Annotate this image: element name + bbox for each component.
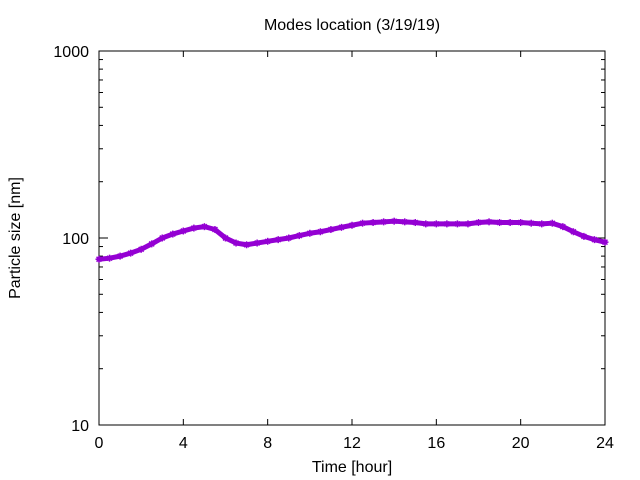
x-tick-label: 8 bbox=[263, 435, 272, 452]
data-point bbox=[137, 245, 145, 253]
data-point bbox=[453, 220, 461, 228]
data-point bbox=[148, 240, 156, 248]
data-point bbox=[369, 219, 377, 227]
data-point bbox=[285, 234, 293, 242]
data-point bbox=[485, 218, 493, 226]
data-point bbox=[169, 230, 177, 238]
data-point bbox=[264, 237, 272, 245]
data-point bbox=[506, 219, 514, 227]
series-layer bbox=[95, 217, 609, 263]
y-tick-label: 100 bbox=[62, 231, 89, 248]
data-point bbox=[348, 221, 356, 229]
data-point bbox=[538, 220, 546, 228]
data-point bbox=[580, 232, 588, 240]
x-axis-label: Time [hour] bbox=[312, 459, 392, 476]
data-point bbox=[274, 236, 282, 244]
data-point bbox=[548, 219, 556, 227]
data-point bbox=[475, 219, 482, 227]
data-point bbox=[337, 223, 345, 231]
data-point bbox=[190, 224, 198, 232]
data-point bbox=[559, 223, 567, 231]
x-ticks: 0 4 8 12 16 20 24 bbox=[95, 51, 614, 452]
chart-title: Modes location (3/19/19) bbox=[264, 17, 440, 34]
data-point bbox=[464, 220, 472, 228]
x-tick-label: 16 bbox=[427, 435, 445, 452]
x-tick-label: 4 bbox=[179, 435, 188, 452]
data-point bbox=[569, 228, 577, 236]
data-point bbox=[601, 238, 609, 246]
data-point bbox=[422, 220, 430, 228]
data-point bbox=[496, 219, 504, 227]
data-point bbox=[359, 219, 367, 227]
data-point bbox=[95, 255, 103, 263]
data-point bbox=[295, 232, 303, 240]
data-point bbox=[116, 252, 124, 260]
data-point bbox=[253, 239, 261, 247]
data-point bbox=[411, 219, 419, 227]
data-point bbox=[179, 227, 187, 235]
data-point bbox=[390, 217, 398, 225]
data-point bbox=[443, 220, 451, 228]
data-point bbox=[380, 218, 388, 226]
data-point bbox=[527, 219, 535, 227]
data-point bbox=[243, 241, 251, 249]
data-point bbox=[232, 239, 240, 247]
y-tick-label: 10 bbox=[71, 418, 89, 435]
data-point bbox=[158, 234, 166, 242]
data-point bbox=[306, 229, 314, 237]
x-tick-label: 24 bbox=[596, 435, 614, 452]
x-tick-label: 0 bbox=[95, 435, 104, 452]
data-point bbox=[590, 236, 598, 244]
y-tick-label: 1000 bbox=[53, 44, 89, 61]
data-point bbox=[517, 219, 525, 227]
data-point bbox=[327, 226, 335, 234]
data-point bbox=[200, 223, 208, 231]
data-point bbox=[401, 218, 409, 226]
data-point bbox=[432, 220, 440, 228]
data-point bbox=[222, 234, 229, 242]
data-point bbox=[316, 228, 324, 236]
data-point bbox=[127, 249, 135, 257]
x-tick-label: 12 bbox=[343, 435, 361, 452]
y-axis-label: Particle size [nm] bbox=[7, 177, 24, 299]
x-tick-label: 20 bbox=[512, 435, 530, 452]
data-point bbox=[106, 254, 114, 262]
data-point bbox=[211, 226, 219, 234]
